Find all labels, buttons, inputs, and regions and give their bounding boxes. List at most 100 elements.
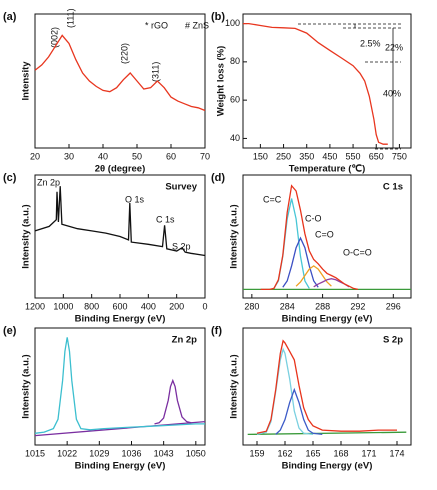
data-line [243,22,388,145]
x-tick-label: 174 [389,448,404,458]
component-label: O-C=O [343,247,372,257]
x-tick-label: 171 [361,448,376,458]
x-tick-label: 350 [299,151,314,161]
data-line [34,337,205,434]
spectrum-label: C 1s [383,182,403,193]
x-tick-label: 40 [98,151,108,161]
annotation: Zn 2p [37,177,60,187]
x-axis-label: Binding Energy (eV) [75,461,166,472]
panel-label: (b) [211,11,225,23]
x-tick-label: 159 [249,448,264,458]
x-tick-label: 165 [305,448,320,458]
y-axis-label: Intensity (a.u.) [21,354,32,418]
x-tick-label: 292 [350,301,365,311]
x-tick-label: 1000 [53,301,73,311]
x-axis-label: Binding Energy (eV) [75,314,166,325]
annotation: (002) [49,27,59,48]
y-axis-label: Weight loss (%) [216,46,227,117]
spectrum-label: S 2p [383,335,403,346]
panel-label: (f) [211,325,222,337]
x-tick-label: 400 [141,301,156,311]
x-axis-label: Temperature (℃) [289,164,365,175]
data-line [282,236,319,288]
component-label: C-O [305,213,322,223]
x-tick-label: 800 [84,301,99,311]
plot-frame [242,174,412,299]
x-tick-label: 1029 [89,448,109,458]
x-tick-label: 50 [132,151,142,161]
data-line [256,339,397,434]
annotation: * rGO [145,20,168,30]
x-tick-label: 1043 [154,448,174,458]
x-tick-label: 1022 [57,448,77,458]
x-axis-label: Binding Energy (eV) [282,314,373,325]
x-axis-label: 2θ (degree) [95,164,146,175]
guide [298,23,401,150]
x-tick-label: 600 [112,301,127,311]
x-tick-label: 250 [276,151,291,161]
spectrum-label: Zn 2p [172,335,198,346]
x-tick-label: 30 [64,151,74,161]
x-tick-label: 280 [244,301,259,311]
x-tick-label: 1015 [25,448,45,458]
data-line [34,186,206,257]
y-axis-label: Intensity (a.u.) [229,354,240,418]
x-tick-label: 284 [280,301,295,311]
data-line [34,34,206,112]
data-line [275,387,323,436]
spectrum-label: Survey [165,182,197,193]
panel-label: (a) [3,11,17,23]
x-tick-label: 288 [315,301,330,311]
y-axis-label: Intensity (a.u.) [21,204,32,268]
x-tick-label: 150 [253,151,268,161]
x-tick-label: 60 [166,151,176,161]
x-tick-label: 1200 [25,301,45,311]
y-axis-label: Intensity (a.u.) [229,204,240,268]
guide-arrow [354,24,394,148]
x-tick-label: 0 [202,301,207,311]
plot-frame [242,327,412,446]
data-line [247,431,407,436]
x-tick-label: 450 [322,151,337,161]
x-tick-label: 750 [392,151,407,161]
component-label: C=O [315,229,334,239]
x-tick-label: 20 [30,151,40,161]
data-line [34,420,206,437]
panel-label: (c) [3,172,17,184]
y-tick-label: 40 [230,133,240,143]
data-line [154,378,192,425]
annotation: S 2p [172,241,191,251]
data-line [295,265,332,287]
annotation: O 1s [125,194,145,204]
x-tick-label: 1050 [186,448,206,458]
x-tick-label: 200 [169,301,184,311]
x-tick-label: 70 [200,151,210,161]
annotation: (311) [150,62,160,82]
x-tick-label: 550 [346,151,361,161]
panel-label: (d) [211,172,225,184]
plot-frame [242,13,412,149]
annotation: C 1s [156,214,175,224]
annotation: 40% [383,88,401,98]
x-tick-label: 162 [277,448,292,458]
plot-frame [34,327,206,446]
y-tick-label: 100 [225,18,240,28]
x-tick-label: 296 [386,301,401,311]
panel-label: (e) [3,325,17,337]
x-tick-label: 168 [333,448,348,458]
y-axis-label: Intensity [21,61,32,101]
annotation: # ZnS [185,20,209,30]
annotation: (220) [119,43,129,64]
data-line [256,347,314,436]
component-label: C=C [263,194,282,204]
x-tick-label: 1036 [121,448,141,458]
x-tick-label: 650 [369,151,384,161]
annotation: 2.5% [360,38,381,48]
y-tick-label: 60 [230,95,240,105]
plot-frame [34,13,206,149]
annotation: (111) [65,8,75,28]
x-axis-label: Binding Energy (eV) [282,461,373,472]
data-line [260,184,359,291]
y-tick-label: 80 [230,56,240,66]
